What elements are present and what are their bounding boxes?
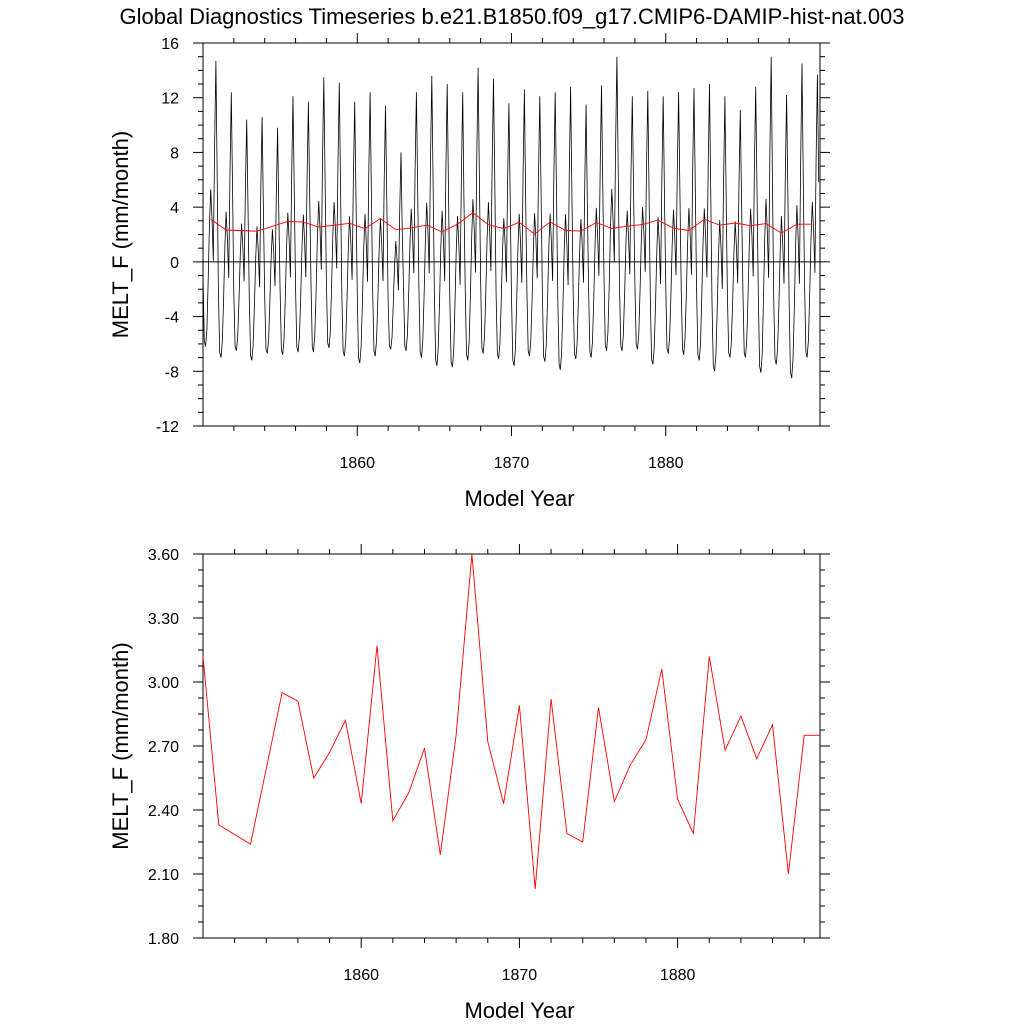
x-axis-title: Model Year [464,486,574,511]
y-axis-title: MELT_F (mm/month) [108,131,133,338]
x-axis-title: Model Year [464,998,574,1023]
y-tick-label: 3.00 [148,675,179,692]
y-tick-label: 2.40 [148,803,179,820]
y-tick-label: -8 [165,364,179,381]
x-tick-label: 1870 [494,455,530,472]
x-tick-label: 1870 [502,967,538,984]
y-tick-label: 4 [170,200,179,217]
top-panel: 1860 1870 1880 -12 -8 -4 0 4 8 12 16 Model Year MELT… [108,33,830,511]
y-tick-label: 0 [170,255,179,272]
annual-series-line [210,212,813,235]
y-tick-label: 3.60 [148,547,179,564]
plot-frame [202,42,821,427]
bottom-panel: 1860 1870 1880 1.80 2.10 2.40 2.70 3.00 3.30 3.60… [108,544,830,1023]
x-tick-label: 1880 [648,455,684,472]
monthly-series-line [202,56,820,379]
y-tick-label: -12 [156,419,179,436]
y-tick-label: 1.80 [148,931,179,948]
x-tick-label: 1860 [343,967,379,984]
y-tick-label: 2.10 [148,867,179,884]
y-axis-title: MELT_F (mm/month) [108,642,133,849]
x-tick-label: 1880 [660,967,696,984]
figure-title: Global Diagnostics Timeseries b.e21.B185… [119,4,905,29]
y-tick-label: 2.70 [148,739,179,756]
annual-series-line [202,553,820,889]
y-tick-label: 12 [161,91,179,108]
y-tick-label: -4 [165,310,179,327]
y-tick-label: 3.30 [148,611,179,628]
y-tick-label: 8 [170,145,179,162]
y-tick-label: 16 [161,36,179,53]
x-tick-label: 1860 [339,455,375,472]
